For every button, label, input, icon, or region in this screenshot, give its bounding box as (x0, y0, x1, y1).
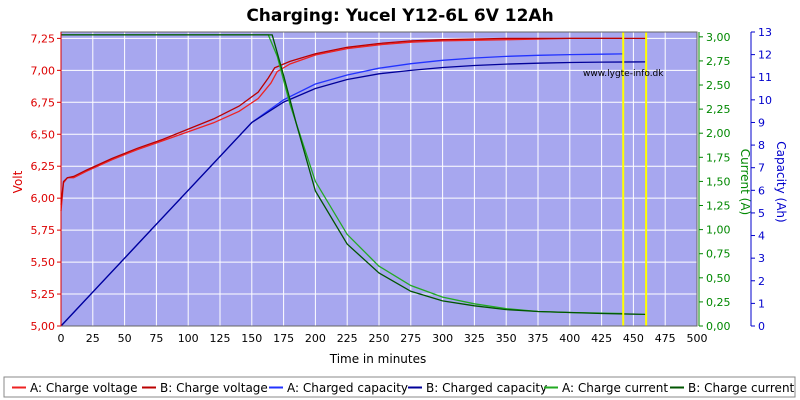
legend: A: Charge voltage B: Charge voltage A: Cha… (3, 376, 796, 398)
legend-box (3, 376, 796, 398)
series-line-5 (61, 34, 647, 316)
capacity-tick-label: 8 (758, 139, 765, 152)
series-line-0 (60, 37, 624, 212)
legend-label-4: A: Charge current (562, 381, 668, 395)
x-tick-label: 25 (86, 332, 100, 345)
capacity-tick-label: 2 (758, 275, 765, 288)
legend-label-0: A: Charge voltage (30, 381, 138, 395)
current-tick-label: 1,50 (706, 175, 731, 188)
current-tick-label: 2,75 (706, 55, 731, 68)
volt-tick-label: 5,75 (31, 224, 56, 237)
legend-label-1: B: Charge voltage (160, 381, 268, 395)
capacity-tick-label: 10 (758, 94, 772, 107)
x-tick-label: 0 (58, 332, 65, 345)
volt-tick-label: 5,25 (31, 288, 56, 301)
series-line-3 (60, 61, 647, 327)
capacity-tick-label: 4 (758, 230, 765, 243)
x-tick-label: 500 (687, 332, 708, 345)
current-tick-label: 1,00 (706, 224, 731, 237)
current-tick-label: 3,00 (706, 31, 731, 44)
watermark: www.lygte-info.dk (583, 69, 664, 79)
current-tick-label: 2,50 (706, 79, 731, 92)
volt-tick-label: 6,75 (31, 96, 56, 109)
capacity-tick-label: 1 (758, 297, 765, 310)
legend-label-2: A: Charged capacity (287, 381, 408, 395)
current-tick-label: 0,25 (706, 296, 731, 309)
x-tick-label: 425 (591, 332, 612, 345)
x-tick-label: 75 (149, 332, 163, 345)
volt-tick-label: 5,50 (31, 256, 56, 269)
capacity-tick-label: 9 (758, 116, 765, 129)
x-tick-label: 150 (241, 332, 262, 345)
x-tick-label: 450 (623, 332, 644, 345)
x-axis-label: Time in minutes (329, 352, 427, 366)
capacity-tick-label: 0 (758, 320, 765, 333)
chart-title: Charging: Yucel Y12-6L 6V 12Ah (246, 6, 553, 26)
x-tick-label: 475 (655, 332, 676, 345)
y-axis-label-current: Current (A) (738, 149, 752, 215)
capacity-tick-label: 3 (758, 252, 765, 265)
x-tick-label: 300 (432, 332, 453, 345)
volt-tick-label: 7,00 (31, 64, 56, 77)
y-axis-label-capacity: Capacity (Ah) (774, 141, 788, 222)
capacity-tick-label: 5 (758, 207, 765, 220)
volt-tick-label: 6,50 (31, 128, 56, 141)
current-tick-label: 2,25 (706, 103, 731, 116)
legend-label-3: B: Charged capacity (426, 381, 547, 395)
x-tick-label: 275 (400, 332, 421, 345)
x-tick-label: 350 (496, 332, 517, 345)
volt-tick-label: 6,00 (31, 192, 56, 205)
x-tick-label: 250 (369, 332, 390, 345)
x-tick-label: 50 (118, 332, 132, 345)
x-tick-label: 225 (337, 332, 358, 345)
current-tick-label: 1,75 (706, 151, 731, 164)
volt-tick-label: 6,25 (31, 160, 56, 173)
x-tick-label: 325 (464, 332, 485, 345)
volt-tick-label: 5,00 (31, 320, 56, 333)
y-axis-label-volt: Volt (11, 170, 25, 193)
current-tick-label: 0,75 (706, 248, 731, 261)
series-line-1 (60, 37, 647, 205)
capacity-tick-label: 13 (758, 26, 772, 39)
capacity-tick-label: 6 (758, 184, 765, 197)
capacity-tick-label: 12 (758, 49, 772, 62)
legend-label-5: B: Charge current (688, 381, 795, 395)
current-tick-label: 1,25 (706, 200, 731, 213)
x-tick-label: 125 (210, 332, 231, 345)
x-tick-label: 175 (273, 332, 294, 345)
x-tick-label: 400 (559, 332, 580, 345)
capacity-tick-label: 11 (758, 71, 772, 84)
x-tick-label: 375 (528, 332, 549, 345)
capacity-tick-label: 7 (758, 162, 765, 175)
volt-tick-label: 7,25 (31, 32, 56, 45)
current-tick-label: 2,00 (706, 127, 731, 140)
current-tick-label: 0,00 (706, 320, 731, 333)
current-tick-label: 0,50 (706, 272, 731, 285)
x-tick-label: 100 (178, 332, 199, 345)
x-tick-label: 200 (305, 332, 326, 345)
